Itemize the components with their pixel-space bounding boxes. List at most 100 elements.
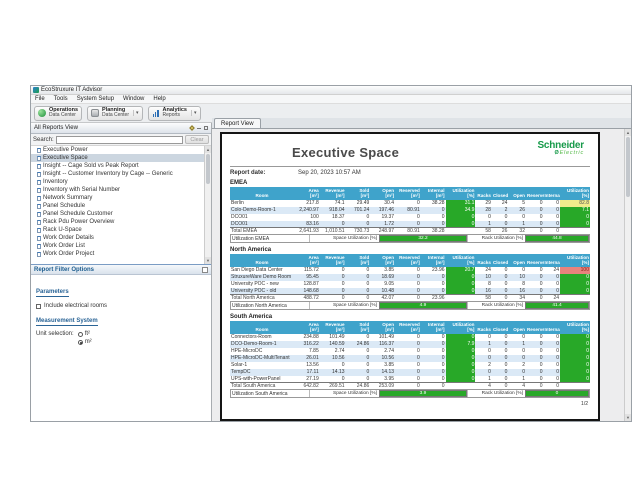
sidebar-item-executive-space[interactable]: Executive Space — [31, 154, 211, 162]
room-cell: Connectors-Room — [231, 334, 272, 341]
operations-button[interactable]: Operations Data Center — [34, 105, 83, 121]
report-icon — [37, 219, 41, 225]
menu-window[interactable]: Window — [123, 96, 145, 102]
sidebar-item-insight-customer-inventory-by-cage-generic[interactable]: Insight -- Customer Inventory by Cage --… — [31, 170, 211, 178]
search-row: Search: Clear — [31, 134, 211, 146]
scrollbar-thumb[interactable] — [206, 154, 210, 184]
report-icon — [37, 171, 41, 177]
value-cell: 17.11 — [293, 368, 320, 376]
value-cell: 27.19 — [306, 375, 319, 382]
report-header: Executive Space Schneider ØElectric — [230, 138, 590, 164]
pin-icon[interactable] — [189, 125, 195, 131]
total-row: Total North America 488.72 0 0 42.07 0 23.96 58… — [230, 294, 590, 303]
unit-radio-m[interactable]: m² — [77, 339, 92, 345]
sidebar-item-panel-schedule-customer[interactable]: Panel Schedule Customer — [31, 210, 211, 218]
report-settings-icon[interactable] — [202, 266, 208, 273]
column-header: Closed — [491, 187, 509, 200]
rack-utilization-cell: 0 — [560, 361, 590, 369]
radio-icon[interactable] — [77, 331, 83, 337]
tab-report-view[interactable]: Report View — [214, 118, 261, 128]
utilization-region-label: Utilization North America — [232, 303, 287, 310]
tree-scrollbar[interactable]: ▲ ▼ — [204, 146, 211, 264]
page-indicator: 1/2 — [581, 401, 588, 408]
rack-utilization-cell: 0 — [560, 368, 590, 376]
room-cell: San Diego Data Center — [231, 267, 283, 274]
scroll-up-icon[interactable]: ▲ — [205, 146, 211, 153]
sidebar-item-label: Network Summary — [43, 195, 93, 201]
room-cell: University POC - new — [231, 281, 279, 288]
sidebar-item-network-summary[interactable]: Network Summary — [31, 194, 211, 202]
space-utilization-label: Space Utilization [%] — [309, 302, 379, 310]
total-row: Total EMEA 2,641.93 1,010.51 730.73 248.97 80… — [230, 227, 590, 236]
analytics-button[interactable]: Analytics Reports ▾ — [147, 105, 201, 121]
value-cell: 0 — [522, 267, 525, 274]
divider — [230, 166, 590, 167]
scroll-down-icon[interactable]: ▼ — [205, 257, 211, 264]
value-cell: 0 — [417, 375, 420, 382]
radio-icon[interactable] — [77, 339, 83, 345]
value-cell: 0 — [420, 220, 446, 228]
search-label: Search: — [33, 136, 54, 143]
value-cell: 0 — [420, 354, 446, 362]
chevron-down-icon[interactable]: ▾ — [191, 110, 197, 116]
report-scrollbar[interactable]: ▲ ▼ — [624, 129, 631, 421]
sidebar-item-panel-schedule[interactable]: Panel Schedule — [31, 202, 211, 210]
report-filter-options-header[interactable]: Report Filter Options — [31, 264, 211, 275]
menu-system-setup[interactable]: System Setup — [76, 96, 115, 102]
unit-selection-row: Unit selection: ft² m² — [36, 331, 206, 345]
include-electrical-row[interactable]: Include electrical rooms — [36, 303, 206, 309]
value-cell: 0 — [508, 354, 526, 362]
clear-button[interactable]: Clear — [185, 135, 209, 144]
room-cell: Berlin — [231, 200, 244, 207]
value-cell: 0 — [543, 368, 561, 376]
menu-tools[interactable]: Tools — [53, 96, 68, 102]
value-cell: 0 — [508, 368, 526, 376]
sidebar-item-rack-pdu-power-overview[interactable]: Rack Pdu Power Overview — [31, 218, 211, 226]
rack-utilization-cell: 0 — [560, 347, 590, 355]
report-section: EMEA Room Area [m²] Revenue [m²] Sold [m²] Open[… — [230, 180, 590, 244]
sidebar-item-work-order-details[interactable]: Work Order Details — [31, 234, 211, 242]
sidebar-item-inventory[interactable]: Inventory — [31, 178, 211, 186]
value-cell: 0 — [366, 267, 370, 274]
total-label: Total South America — [230, 382, 294, 391]
sidebar-item-rack-u-space[interactable]: Rack U-Space — [31, 226, 211, 234]
value-cell: 0 — [441, 281, 445, 288]
value-cell: 0 — [543, 220, 561, 228]
brand-sub: Electric — [559, 150, 584, 156]
unit-radio-ft[interactable]: ft² — [77, 331, 92, 337]
value-cell: 0 — [417, 200, 420, 207]
column-header: Sold [m²] — [345, 187, 371, 200]
sidebar-item-insight-cage-sold-vs-peak-report[interactable]: Insight -- Cage Sold vs Peak Report — [31, 162, 211, 170]
maximize-icon[interactable] — [204, 126, 208, 130]
value-cell: 10 — [475, 273, 492, 281]
value-cell: 0 — [491, 368, 509, 376]
menu-help[interactable]: Help — [153, 96, 166, 102]
checkbox-icon[interactable] — [36, 303, 41, 309]
report-section: South America Room Area [m²] Revenue [m²] Sold… — [230, 314, 590, 399]
scroll-down-icon[interactable]: ▼ — [625, 414, 631, 421]
chevron-down-icon[interactable]: ▾ — [133, 110, 139, 116]
sidebar-item-inventory-with-serial-number[interactable]: Inventory with Serial Number — [31, 186, 211, 194]
value-cell: 0 — [341, 267, 345, 274]
sidebar-item-work-order-project[interactable]: Work Order Project — [31, 250, 211, 258]
scrollbar-thumb[interactable] — [626, 137, 630, 197]
search-input[interactable] — [55, 135, 183, 144]
sidebar-item-work-order-list[interactable]: Work Order List — [31, 242, 211, 250]
menu-file[interactable]: File — [35, 96, 45, 102]
value-cell: 0 — [395, 340, 421, 348]
minimize-icon[interactable] — [197, 127, 201, 129]
value-cell: 0 — [543, 287, 561, 295]
scroll-up-icon[interactable]: ▲ — [625, 129, 631, 136]
value-cell: 0 — [395, 220, 421, 228]
report-date-row: Report date: Sep 20, 2023 10:57 AM — [230, 170, 590, 176]
planning-button[interactable]: Planning Data Center ▾ — [87, 105, 143, 121]
value-cell: 0 — [556, 281, 560, 288]
value-cell: 8 — [488, 281, 491, 288]
total-value-cell: 248.97 — [370, 227, 396, 236]
total-value-cell: 0 — [525, 382, 544, 391]
value-cell: 24 — [501, 200, 508, 207]
column-header: Revenue [m²] — [319, 321, 346, 334]
value-cell: 0 — [420, 368, 446, 376]
sidebar-item-executive-power[interactable]: Executive Power — [31, 146, 211, 154]
rack-utilization-bar: 41.4 — [525, 302, 589, 310]
